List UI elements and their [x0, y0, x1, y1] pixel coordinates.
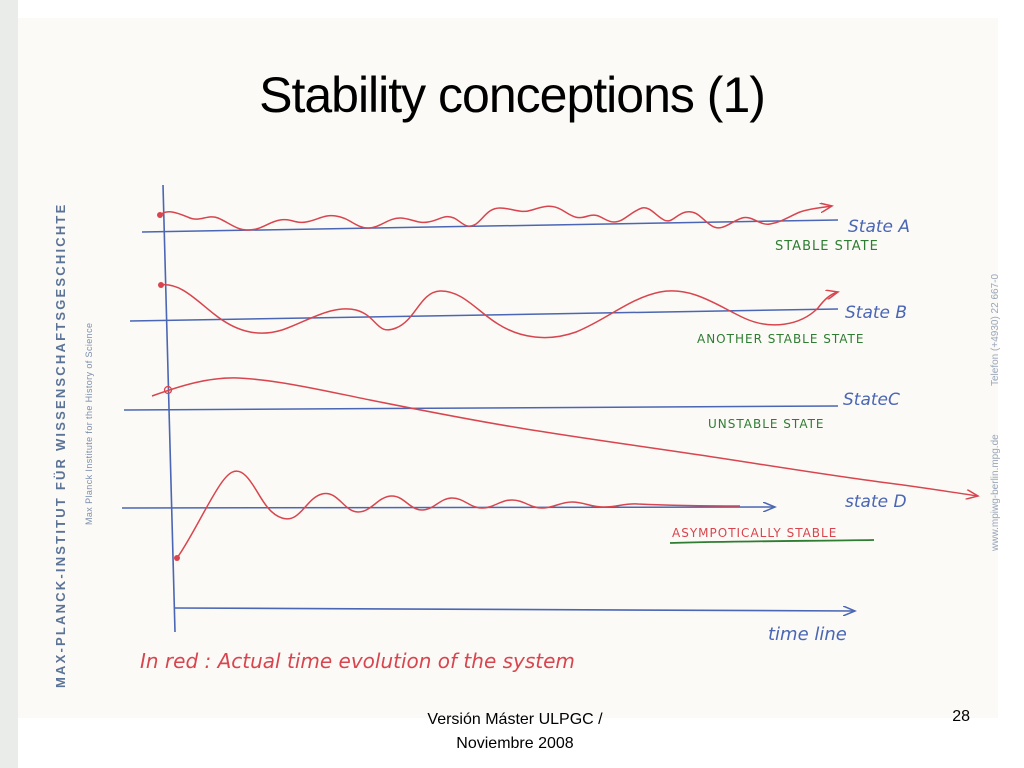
state-a-label: State A [848, 217, 910, 237]
state-d-start-point [174, 555, 180, 561]
state-d-trajectory [176, 470, 741, 559]
state-d-description-underline [669, 539, 875, 544]
time-axis [173, 608, 855, 611]
state-c-label: StateC [843, 390, 900, 410]
state-a-description: STABLE STATE [775, 239, 879, 254]
state-d-baseline [121, 507, 775, 508]
state-b-description: ANOTHER STABLE STATE [697, 332, 864, 346]
state-b-start-point [158, 282, 164, 288]
state-b-label: State B [845, 303, 907, 323]
state-a-trajectory [159, 206, 832, 231]
legend-text: In red : Actual time evolution of the sy… [140, 649, 575, 673]
state-c-start-point [163, 385, 173, 395]
state-a-start-point [157, 212, 163, 218]
page-number: 28 [952, 708, 970, 725]
sketch-paper [18, 18, 998, 718]
state-c-baseline [123, 405, 839, 411]
state-a-baseline [141, 219, 839, 233]
footer-line-1: Versión Máster ULPGC / [427, 711, 603, 728]
state-b-baseline [129, 308, 839, 322]
state-d-description: ASYMPOTICALLY STABLE [672, 526, 837, 540]
state-c-description: UNSTABLE STATE [708, 417, 825, 431]
footer-line-2: Noviembre 2008 [456, 735, 574, 752]
slide-left-edge [0, 0, 18, 768]
slide-footer: Versión Máster ULPGC / Noviembre 2008 [390, 708, 640, 756]
time-axis-label: time line [768, 624, 847, 645]
state-b-trajectory [159, 283, 838, 339]
state-d-label: state D [845, 492, 907, 512]
slide-title: Stability conceptions (1) [259, 67, 766, 123]
state-c-trajectory [151, 377, 978, 496]
vertical-axis [162, 184, 176, 633]
